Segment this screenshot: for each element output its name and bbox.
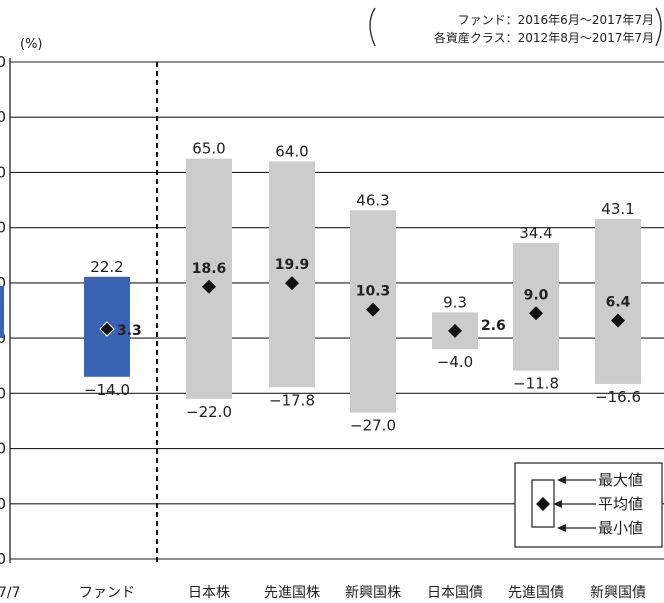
average-value-label: 3.3 [117,323,142,339]
y-tick-label: 100 [0,53,6,71]
x-category-label: 新興国株 [345,585,401,601]
average-value-label: 10.3 [356,284,391,300]
average-value-label: 9.0 [524,287,549,303]
average-value-label: 2.6 [481,318,506,334]
range-bar [269,161,315,388]
x-category-label: 日本株 [188,585,230,601]
x-category-label: 先進国債 [508,585,564,601]
average-value-label: 19.9 [275,257,310,273]
legend-avg-label: 平均値 [598,495,643,513]
legend-max-arrowhead [557,476,566,484]
min-value-label: −14.0 [84,381,130,399]
max-value-label: 9.3 [443,293,467,311]
x-category-label: 先進国株 [264,585,320,601]
max-value-label: 22.2 [90,258,123,276]
min-value-label: −11.8 [513,375,559,393]
y-tick-label: 40 [0,219,6,237]
y-tick-label: 20 [0,274,6,292]
x-category-label: 新興国債 [590,585,646,601]
min-value-label: −4.0 [437,353,473,371]
min-value-label: −16.6 [595,388,641,406]
average-value-label: 6.4 [606,294,631,310]
legend-min-label: 最小値 [598,519,643,537]
y-tick-label: -60 [0,495,6,513]
gridlines: -80 -60 -40 -20 0 20 40 60 80 100 [0,53,664,568]
range-bar [186,158,232,399]
average-marker [611,313,625,328]
average-marker [366,302,380,317]
average-marker [99,321,115,337]
x-category-label: ファンド [79,585,135,601]
legend-max-label: 最大値 [598,471,643,489]
range-bar [595,219,641,384]
period-note-right-paren [655,7,662,47]
legend-range-bracket [531,479,555,528]
left-cut-series-mark [0,286,4,338]
legend-avg-arrowhead [553,500,562,508]
average-marker [285,276,299,291]
legend-min-arrowhead [557,524,566,532]
min-value-label: −17.8 [269,391,315,409]
period-note-fund: ファンド：2016年6月〜2017年7月 [458,13,654,27]
period-note-assets: 各資産クラス：2012年8月〜2017年7月 [434,30,654,45]
max-value-label: 43.1 [601,200,634,218]
average-marker [448,323,462,338]
y-tick-label: -20 [0,384,6,402]
period-note-left-paren [369,7,376,47]
legend-diamond [536,497,550,511]
y-tick-label: 0 [0,329,6,347]
min-value-label: −27.0 [350,417,396,435]
period-note: ファンド：2016年6月〜2017年7月 各資産クラス：2012年8月〜2017… [369,7,662,47]
average-value-label: 18.6 [192,261,227,277]
average-marker [202,279,216,294]
min-value-label: −22.0 [186,403,232,421]
average-marker [529,306,543,321]
range-bars [84,158,641,413]
max-value-label: 65.0 [192,140,225,158]
max-value-label: 34.4 [519,224,552,242]
y-tick-label: -80 [0,550,6,568]
y-tick-label: 60 [0,163,6,181]
max-value-label: 46.3 [356,191,389,209]
y-axis-unit: (%) [20,37,43,52]
y-tick-label: -40 [0,440,6,458]
legend: 最大値 平均値 最小値 [514,462,663,548]
x-axis-left-cut-label: 7/7 [0,585,21,601]
x-category-label: 日本国債 [427,585,483,601]
y-tick-label: 80 [0,108,6,126]
max-value-label: 64.0 [275,142,308,160]
value-labels: 22.2 −14.0 3.3 ファンド 65.0 −22.0 18.6 日本株 64.0 −17.… [79,140,646,601]
